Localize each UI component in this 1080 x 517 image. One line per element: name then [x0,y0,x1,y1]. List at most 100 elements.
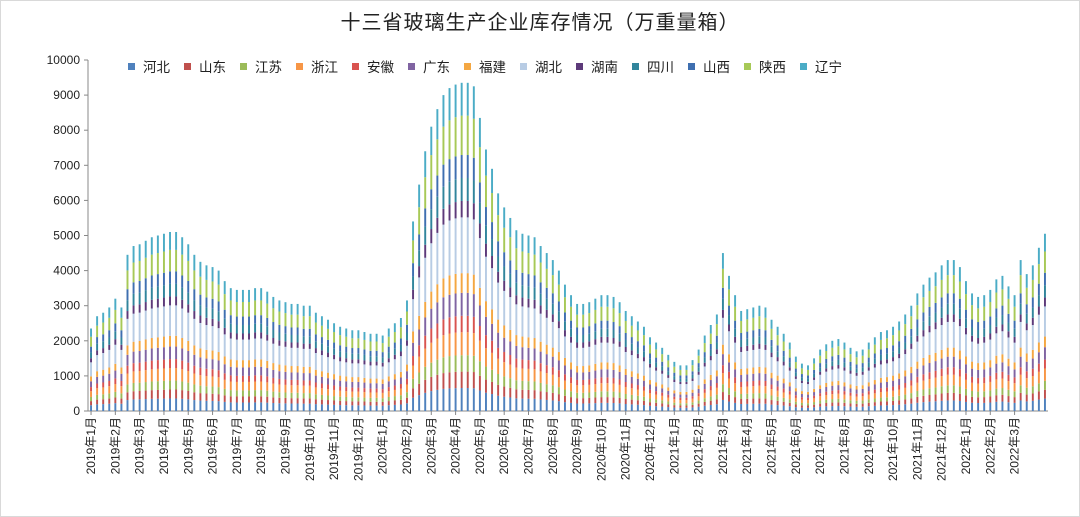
bar-segment [248,289,250,303]
bar-segment [892,326,895,336]
bar-segment [96,399,99,405]
bar-segment [746,403,749,411]
bar-segment [788,382,791,387]
bar-segment [734,336,737,343]
bar-segment [782,401,785,406]
bar-segment [211,386,214,394]
bar-segment [521,306,524,337]
bar-segment [150,381,153,391]
bar-segment [1031,368,1034,377]
bar-segment [491,268,494,310]
bar-segment [1007,374,1010,382]
bar-segment [545,287,548,299]
bar-segment [120,344,123,350]
legend-item: 广东 [408,56,450,76]
bar-segment [819,355,822,364]
bar-segment [96,376,99,384]
x-tick-label: 2019年1月 [84,417,98,474]
bar-segment [229,375,232,382]
x-tick-label: 2021年5月 [765,417,779,474]
x-tick-label: 2019年10月 [303,417,317,481]
bar-segment [655,399,658,403]
bar-segment [576,372,579,380]
bar-segment [223,281,226,295]
bar-segment [758,403,761,411]
bar-segment [776,405,779,411]
bar-segment [1001,394,1004,402]
bar-segment [108,386,111,394]
bar-segment [545,365,548,374]
bar-segment [430,308,433,329]
bar-segment [879,332,882,340]
bar-segment [703,389,706,393]
bar-segment [126,354,129,366]
bar-segment [132,382,135,392]
bar-segment [636,358,639,374]
bar-segment [387,391,390,397]
bar-segment [248,390,250,397]
bar-segment [497,193,500,216]
bar-segment [563,395,566,403]
bar-segment [320,394,323,400]
bar-segment [892,390,895,397]
bar-segment [612,397,615,404]
bar-segment [576,385,579,393]
bar-segment [715,314,718,325]
legend-swatch [576,62,583,70]
bar-segment [406,300,408,312]
bar-segment [721,268,724,288]
bar-segment [922,284,925,298]
bar-segment [989,360,992,368]
bar-segment [126,384,129,393]
bar-segment [381,352,384,358]
bar-segment [545,268,548,288]
bar-segment [715,335,718,343]
bar-segment [1025,287,1028,305]
bar-segment [442,357,445,374]
bar-segment [278,384,281,393]
bar-segment [770,328,773,340]
bar-segment [849,366,852,371]
bar-segment [539,399,542,411]
bar-segment [697,363,700,368]
bar-segment [320,325,323,338]
bar-segment [339,386,342,391]
bar-segment [339,405,342,411]
bar-segment [102,341,105,349]
bar-segment [995,326,998,334]
bar-segment [740,368,743,375]
bar-segment [345,362,348,377]
bar-segment [582,327,585,335]
bar-segment [108,344,111,350]
bar-segment [788,342,791,350]
bar-segment [728,275,730,290]
bar-segment [199,348,202,358]
bar-segment [369,397,372,402]
bar-segment [855,385,858,390]
bar-segment [813,388,816,393]
bar-segment [162,389,165,399]
bar-segment [241,302,244,317]
legend-item: 浙江 [296,56,338,76]
bar-segment [703,383,706,390]
bar-segment [223,379,226,389]
bar-segment [873,384,876,390]
bar-segment [96,325,99,338]
bar-segment [381,379,384,384]
bar-segment [563,297,566,313]
bar-segment [533,398,536,411]
bar-segment [576,366,579,373]
bar-segment [108,373,111,381]
bar-segment [570,328,573,337]
bar-segment [819,349,822,356]
bar-segment [958,393,961,401]
bar-segment [709,404,712,411]
bar-segment [952,314,955,322]
bar-segment [576,398,579,404]
bar-segment [1019,293,1022,304]
bar-segment [229,288,232,301]
bar-segment [709,390,712,397]
bar-segment [527,253,530,275]
bar-segment [302,348,305,367]
bar-segment [399,371,402,378]
